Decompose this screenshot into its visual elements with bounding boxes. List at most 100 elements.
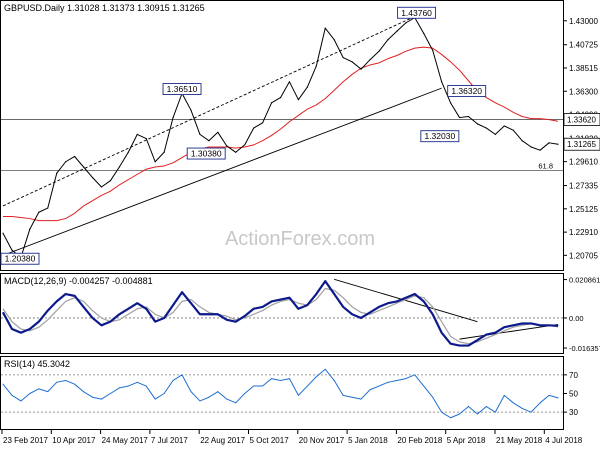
rsi-point: 66 [288, 378, 290, 380]
price-point: 1.305 [235, 151, 237, 153]
rsi-point: 40 [539, 402, 541, 404]
rsi-point: 56 [118, 387, 120, 389]
rsi-point: 55 [38, 388, 40, 390]
rsi-point: 46 [351, 396, 353, 398]
current-price-badge-box [563, 137, 600, 151]
macd-point: 0.009000 [271, 300, 273, 302]
price-point: 1.212 [11, 249, 13, 251]
macd-point: 0.013000 [65, 293, 67, 295]
rsi-point: 40 [512, 402, 514, 404]
macd-point: 0.007000 [306, 304, 308, 306]
price-point: 1.339 [467, 115, 470, 118]
macd-point: 0.009000 [423, 300, 425, 302]
x-tick-label: 22 Aug 2017 [200, 436, 245, 445]
price-point: 1.326 [512, 129, 514, 131]
annotation-box [397, 6, 437, 19]
price-point: 1.328 [253, 127, 255, 129]
price-point: 1.332 [476, 123, 479, 125]
rsi-point: 48 [342, 394, 344, 396]
macd-point: 0.009000 [396, 300, 398, 302]
macd-point: -0.004000 [548, 324, 550, 326]
rsi-point: 30 [441, 411, 443, 413]
current-price-badge: 1.31265 [563, 137, 600, 151]
macd-point: -0.006000 [29, 328, 31, 330]
rsi-point: 52 [47, 391, 49, 393]
x-tick-label: 7 Jul 2017 [151, 436, 188, 445]
rsi-point: 50 [109, 393, 111, 394]
price-point: 1.418 [423, 32, 425, 35]
rsi-point: 52 [217, 391, 219, 393]
rsi-point: 64 [280, 379, 281, 381]
annotation-box [162, 83, 202, 96]
level-badge-box [563, 113, 600, 126]
price-point: 1.322 [199, 133, 201, 135]
price-point: 1.338 [172, 116, 174, 119]
macd-point: 0.013000 [333, 293, 335, 295]
macd-point: -0.004000 [100, 324, 102, 326]
rsi-point: 58 [378, 385, 380, 387]
price-point: 1.322 [136, 133, 138, 135]
current-price-badge-label: 1.31265 [567, 140, 596, 149]
macd-point: 0.008000 [387, 302, 389, 304]
rsi-point: 68 [315, 376, 317, 378]
macd-trendline [334, 278, 478, 323]
price-point: 1.322 [494, 133, 496, 135]
macd-tick-label: 0.020861 [569, 276, 600, 285]
macd-point: 0.009000 [56, 300, 58, 302]
rsi-point: 62 [387, 381, 389, 383]
x-tick-label: 24 May 2017 [102, 436, 149, 445]
macd-point: 0.006000 [342, 306, 344, 308]
price-tick-label: 1.40725 [569, 41, 598, 50]
price-point: 1.395 [342, 57, 344, 59]
rsi-point: 58 [262, 385, 264, 387]
macd-signal-line [2, 287, 559, 345]
macd-point: -0.003000 [530, 322, 532, 324]
rsi-point: 64 [172, 379, 174, 381]
rsi-layer: 60 48 42 50 55 52 62 64 60 52 46 44 50 56 58 62 58 44 50 64… [1, 368, 563, 419]
rsi-point: 48 [503, 394, 505, 396]
macd-point: 0.003000 [2, 311, 4, 313]
rsi-point: 52 [83, 391, 85, 393]
price-point: 1.352 [270, 102, 273, 104]
macd-point: 0.014000 [181, 291, 183, 293]
axis-layer: 1.430001.407251.385151.363001.340901.318… [1, 17, 600, 445]
macd-point: 0.002000 [351, 313, 353, 315]
channel-upper-line [2, 11, 424, 207]
rsi-point: 36 [467, 406, 469, 408]
rsi-point: 50 [29, 393, 31, 394]
rsi-point: 58 [306, 385, 308, 387]
rsi-point: 70 [414, 374, 416, 376]
price-point: 1.338 [458, 116, 461, 119]
price-point: 1.367 [306, 86, 308, 88]
macd-point: 0.004000 [47, 310, 49, 312]
macd-point: -0.002000 [235, 321, 237, 323]
rsi-point: 60 [74, 383, 76, 385]
macd-point: -0.005000 [503, 326, 505, 328]
rsi-panel-frame [0, 356, 564, 430]
rsi-point: 40 [235, 402, 237, 404]
macd-point: 0.000000 [360, 317, 362, 319]
annotation-box [186, 147, 226, 160]
rsi-point: 46 [432, 396, 434, 398]
macd-point: 0.005000 [253, 308, 255, 310]
x-tick-label: 4 Jul 2018 [545, 436, 582, 445]
macd-point: 0.012000 [74, 295, 76, 297]
price-point: 1.387 [315, 65, 317, 67]
rsi-point: 58 [127, 385, 129, 387]
macd-point: -0.008000 [441, 332, 443, 334]
annotation-label: 1.36320 [451, 86, 482, 96]
rsi-point: 58 [253, 385, 255, 387]
macd-point: 0.002000 [217, 313, 219, 315]
macd-point: 0.000000 [163, 317, 165, 319]
rsi-point: 70 [181, 374, 183, 376]
rsi-point: 34 [521, 407, 523, 409]
rsi-point: 42 [199, 400, 201, 402]
price-point: 1.291 [82, 166, 85, 168]
rsi-point: 50 [163, 393, 165, 394]
annotation-2: 1.30380 [186, 147, 226, 160]
macd-point: 0.013000 [315, 293, 317, 295]
rsi-point: 66 [271, 378, 273, 380]
level-badge: 1.33620 [563, 113, 600, 126]
macd-panel-title: MACD(12,26,9) -0.004257 -0.004881 [4, 276, 153, 286]
macd-point: 0.002000 [432, 313, 434, 315]
